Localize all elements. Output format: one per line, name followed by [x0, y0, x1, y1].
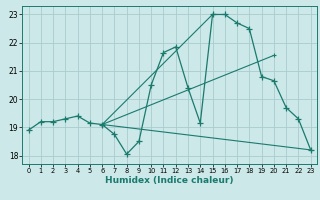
- X-axis label: Humidex (Indice chaleur): Humidex (Indice chaleur): [105, 176, 234, 185]
